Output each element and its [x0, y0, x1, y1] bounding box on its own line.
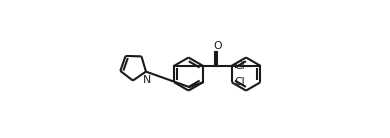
Text: N: N	[143, 75, 151, 85]
Text: Cl: Cl	[234, 77, 245, 87]
Text: O: O	[213, 41, 222, 51]
Text: Cl: Cl	[234, 61, 245, 71]
